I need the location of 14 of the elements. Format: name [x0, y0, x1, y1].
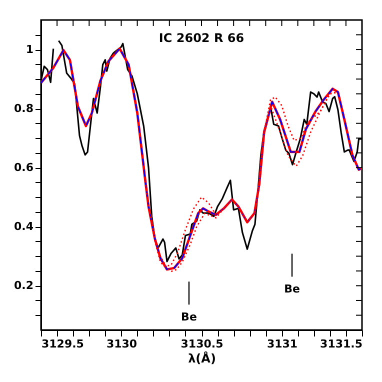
x-axis-title: λ(Å)	[188, 350, 216, 366]
y-tick-label: 0.2	[14, 279, 34, 292]
x-tick-label: 3131.5	[320, 338, 362, 350]
x-tick-label: 3131	[266, 338, 298, 350]
text: IC 2602 R 66	[158, 31, 244, 45]
x-tick-label: 3130.5	[180, 338, 224, 350]
annotation: Be	[284, 282, 300, 296]
x-tick-label: 3129.5	[42, 338, 84, 350]
y-tick-label: 0.4	[14, 220, 34, 234]
y-tick-label: 1	[26, 43, 34, 56]
x-tick-label: 3130	[106, 338, 138, 350]
annotation: Be	[181, 310, 197, 324]
y-tick-label: 0.6	[14, 161, 34, 174]
y-tick-label: 0.8	[14, 102, 34, 116]
